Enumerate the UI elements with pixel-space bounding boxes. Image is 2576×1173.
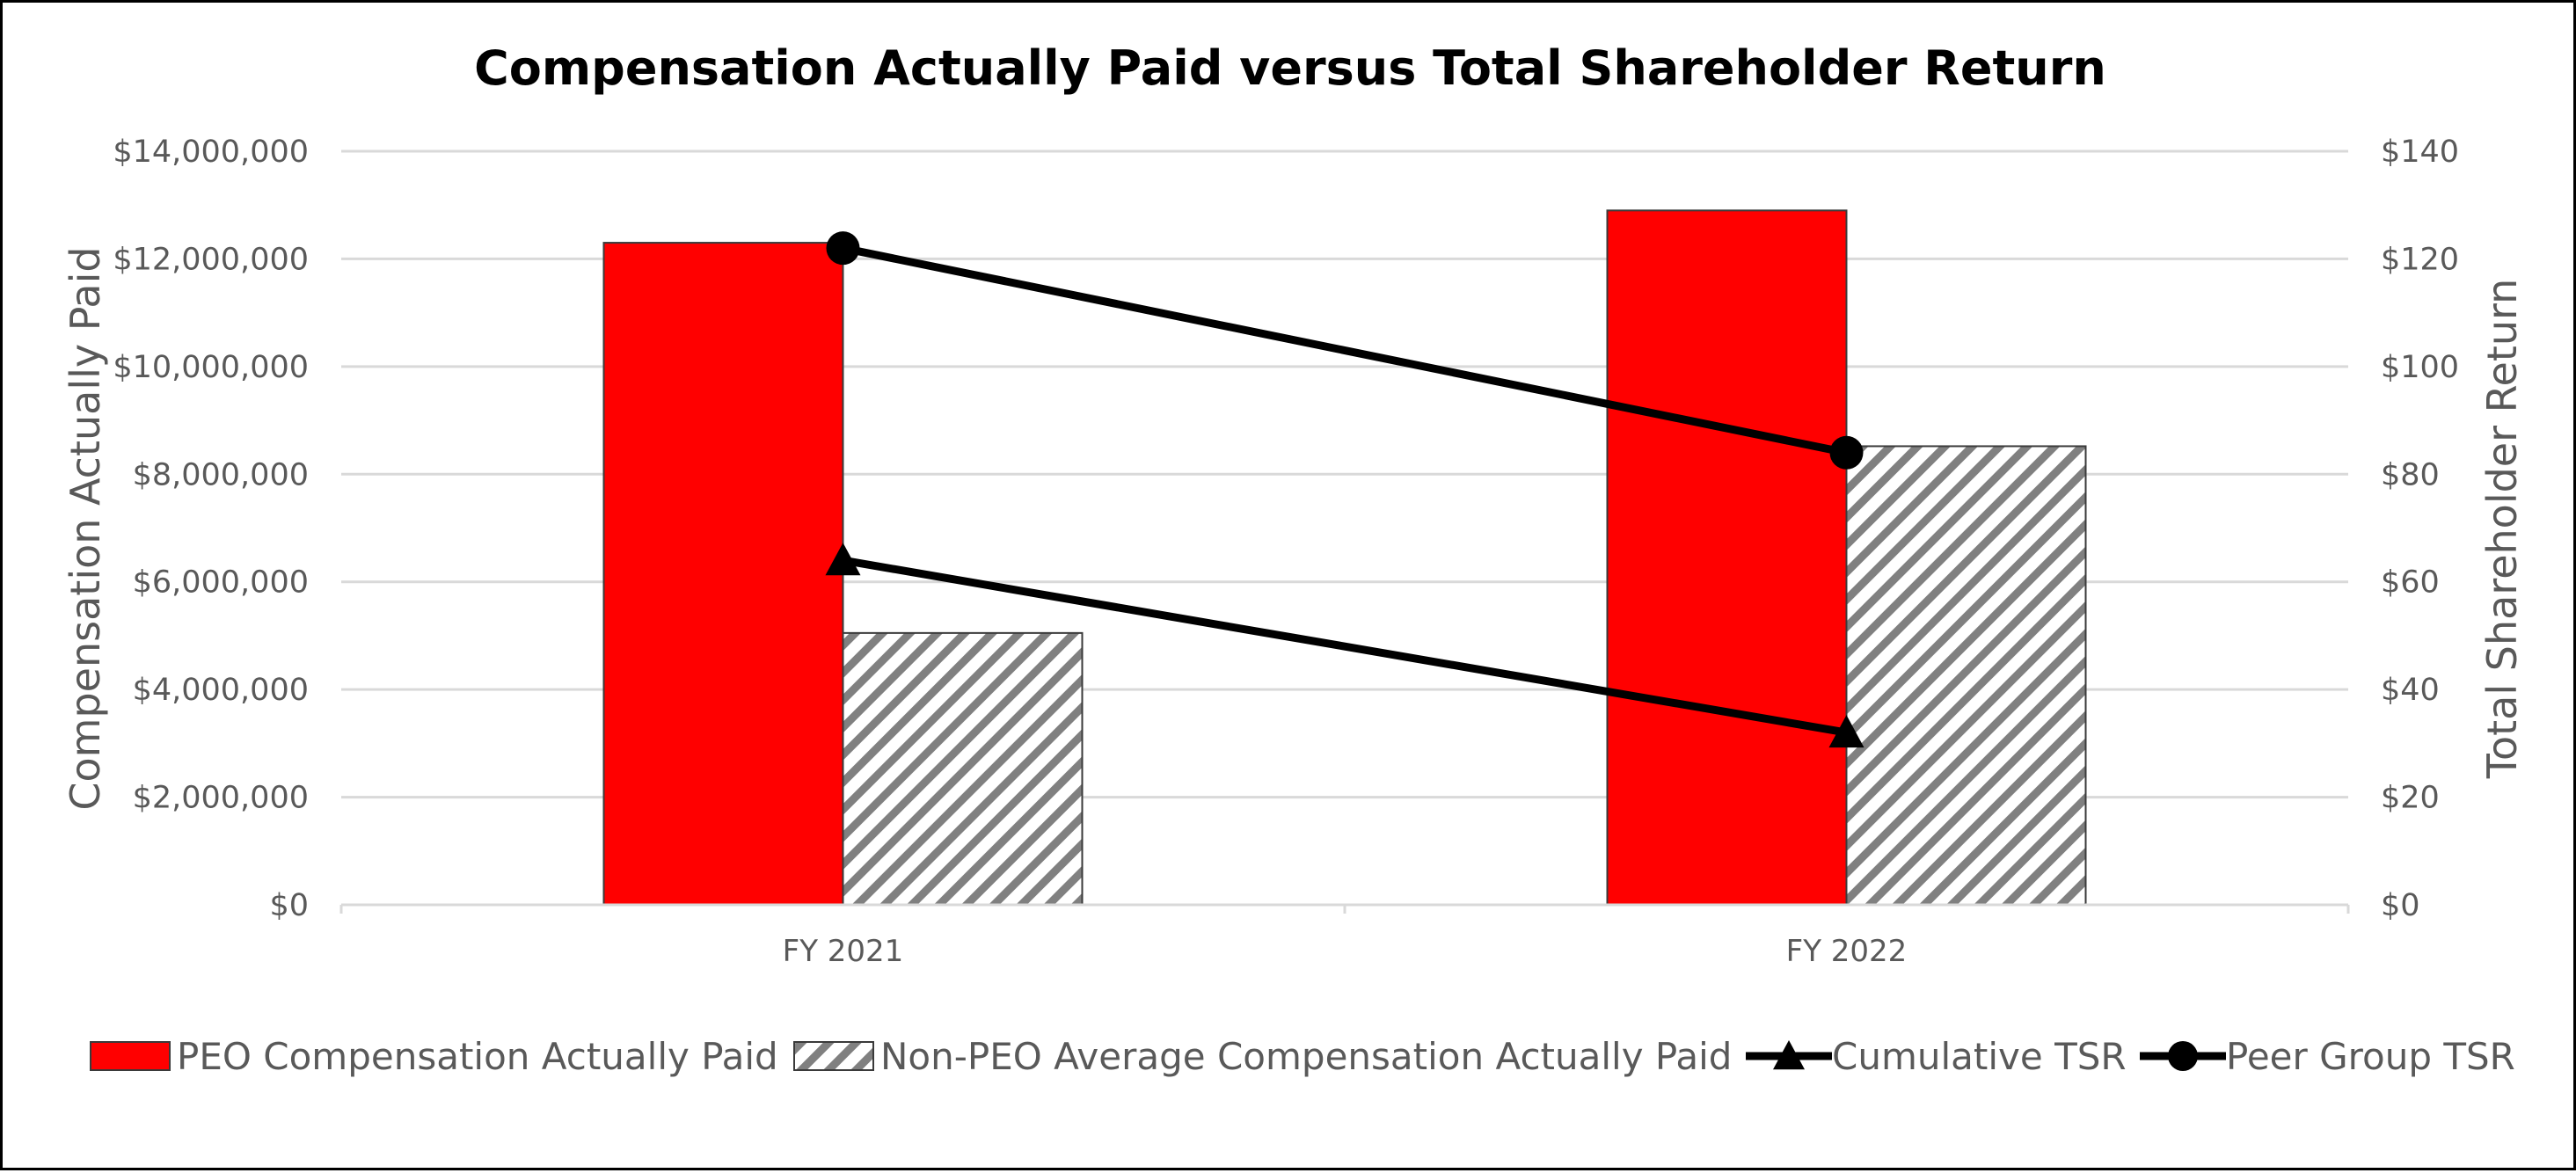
left-axis-tick-label: $6,000,000: [133, 565, 309, 601]
legend-label: Cumulative TSR: [1832, 1035, 2127, 1078]
peo-bar: [1606, 209, 1848, 907]
right-axis-tick-label: $20: [2381, 781, 2440, 816]
right-axis-tick-label: $120: [2381, 242, 2459, 277]
right-axis-title: Total Shareholder Return: [2478, 279, 2526, 780]
right-axis-tick-label: $60: [2381, 565, 2440, 601]
legend-label: PEO Compensation Actually Paid: [177, 1035, 778, 1078]
non-peo-bar: [842, 631, 1084, 906]
left-axis-tick-label: $10,000,000: [113, 350, 309, 385]
non-peo-bar: [1845, 445, 2087, 906]
right-axis-tick-label: $80: [2381, 457, 2440, 492]
left-axis-tick-label: $0: [269, 888, 309, 923]
legend-swatch-non-peo: [793, 1041, 874, 1071]
right-axis-tick-label: $140: [2381, 135, 2459, 170]
cumulative-tsr-line: [842, 556, 1848, 737]
peer-group-tsr-point: [826, 231, 860, 266]
tsr-lines: [825, 231, 1864, 748]
cumulative-tsr-point: [825, 543, 861, 576]
left-axis-ticks: $0 $2,000,000 $4,000,000 $6,000,000 $8,000,0…: [113, 135, 309, 923]
left-axis-title: Compensation Actually Paid: [62, 246, 109, 810]
left-axis-tick-label: $4,000,000: [133, 673, 309, 708]
legend-swatch-peo: [90, 1041, 171, 1071]
peer-group-tsr-line: [842, 244, 1848, 457]
legend: PEO Compensation Actually Paid Non-PEO Av…: [90, 1035, 2515, 1078]
cumulative-tsr-point: [1828, 715, 1864, 748]
left-axis-tick-label: $8,000,000: [133, 457, 309, 492]
bars: [602, 209, 2087, 907]
right-axis-tick-label: $0: [2381, 888, 2420, 923]
chart-canvas: Compensation Actually Paid versus Total …: [62, 40, 2526, 1078]
peo-bar: [602, 242, 844, 907]
peer-group-tsr-point: [1829, 435, 1864, 470]
x-axis-ticks: FY 2021 FY 2022: [339, 905, 2350, 969]
left-axis-tick-label: $2,000,000: [133, 781, 309, 816]
legend-label: Peer Group TSR: [2226, 1035, 2515, 1078]
legend-triangle-marker: [1773, 1040, 1805, 1070]
chart-title: Compensation Actually Paid versus Total …: [474, 40, 2106, 96]
right-axis-tick-label: $40: [2381, 673, 2440, 708]
left-axis-tick-label: $12,000,000: [113, 242, 309, 277]
legend-circle-marker: [2168, 1041, 2198, 1071]
legend-label: Non-PEO Average Compensation Actually Pa…: [880, 1035, 1732, 1078]
x-axis-category-label: FY 2021: [783, 934, 904, 969]
right-axis-ticks: $0 $20 $40 $60 $80 $100 $120 $140: [2381, 135, 2459, 923]
x-axis-category-label: FY 2022: [1786, 934, 1908, 969]
right-axis-tick-label: $100: [2381, 350, 2459, 385]
left-axis-tick-label: $14,000,000: [113, 135, 309, 170]
